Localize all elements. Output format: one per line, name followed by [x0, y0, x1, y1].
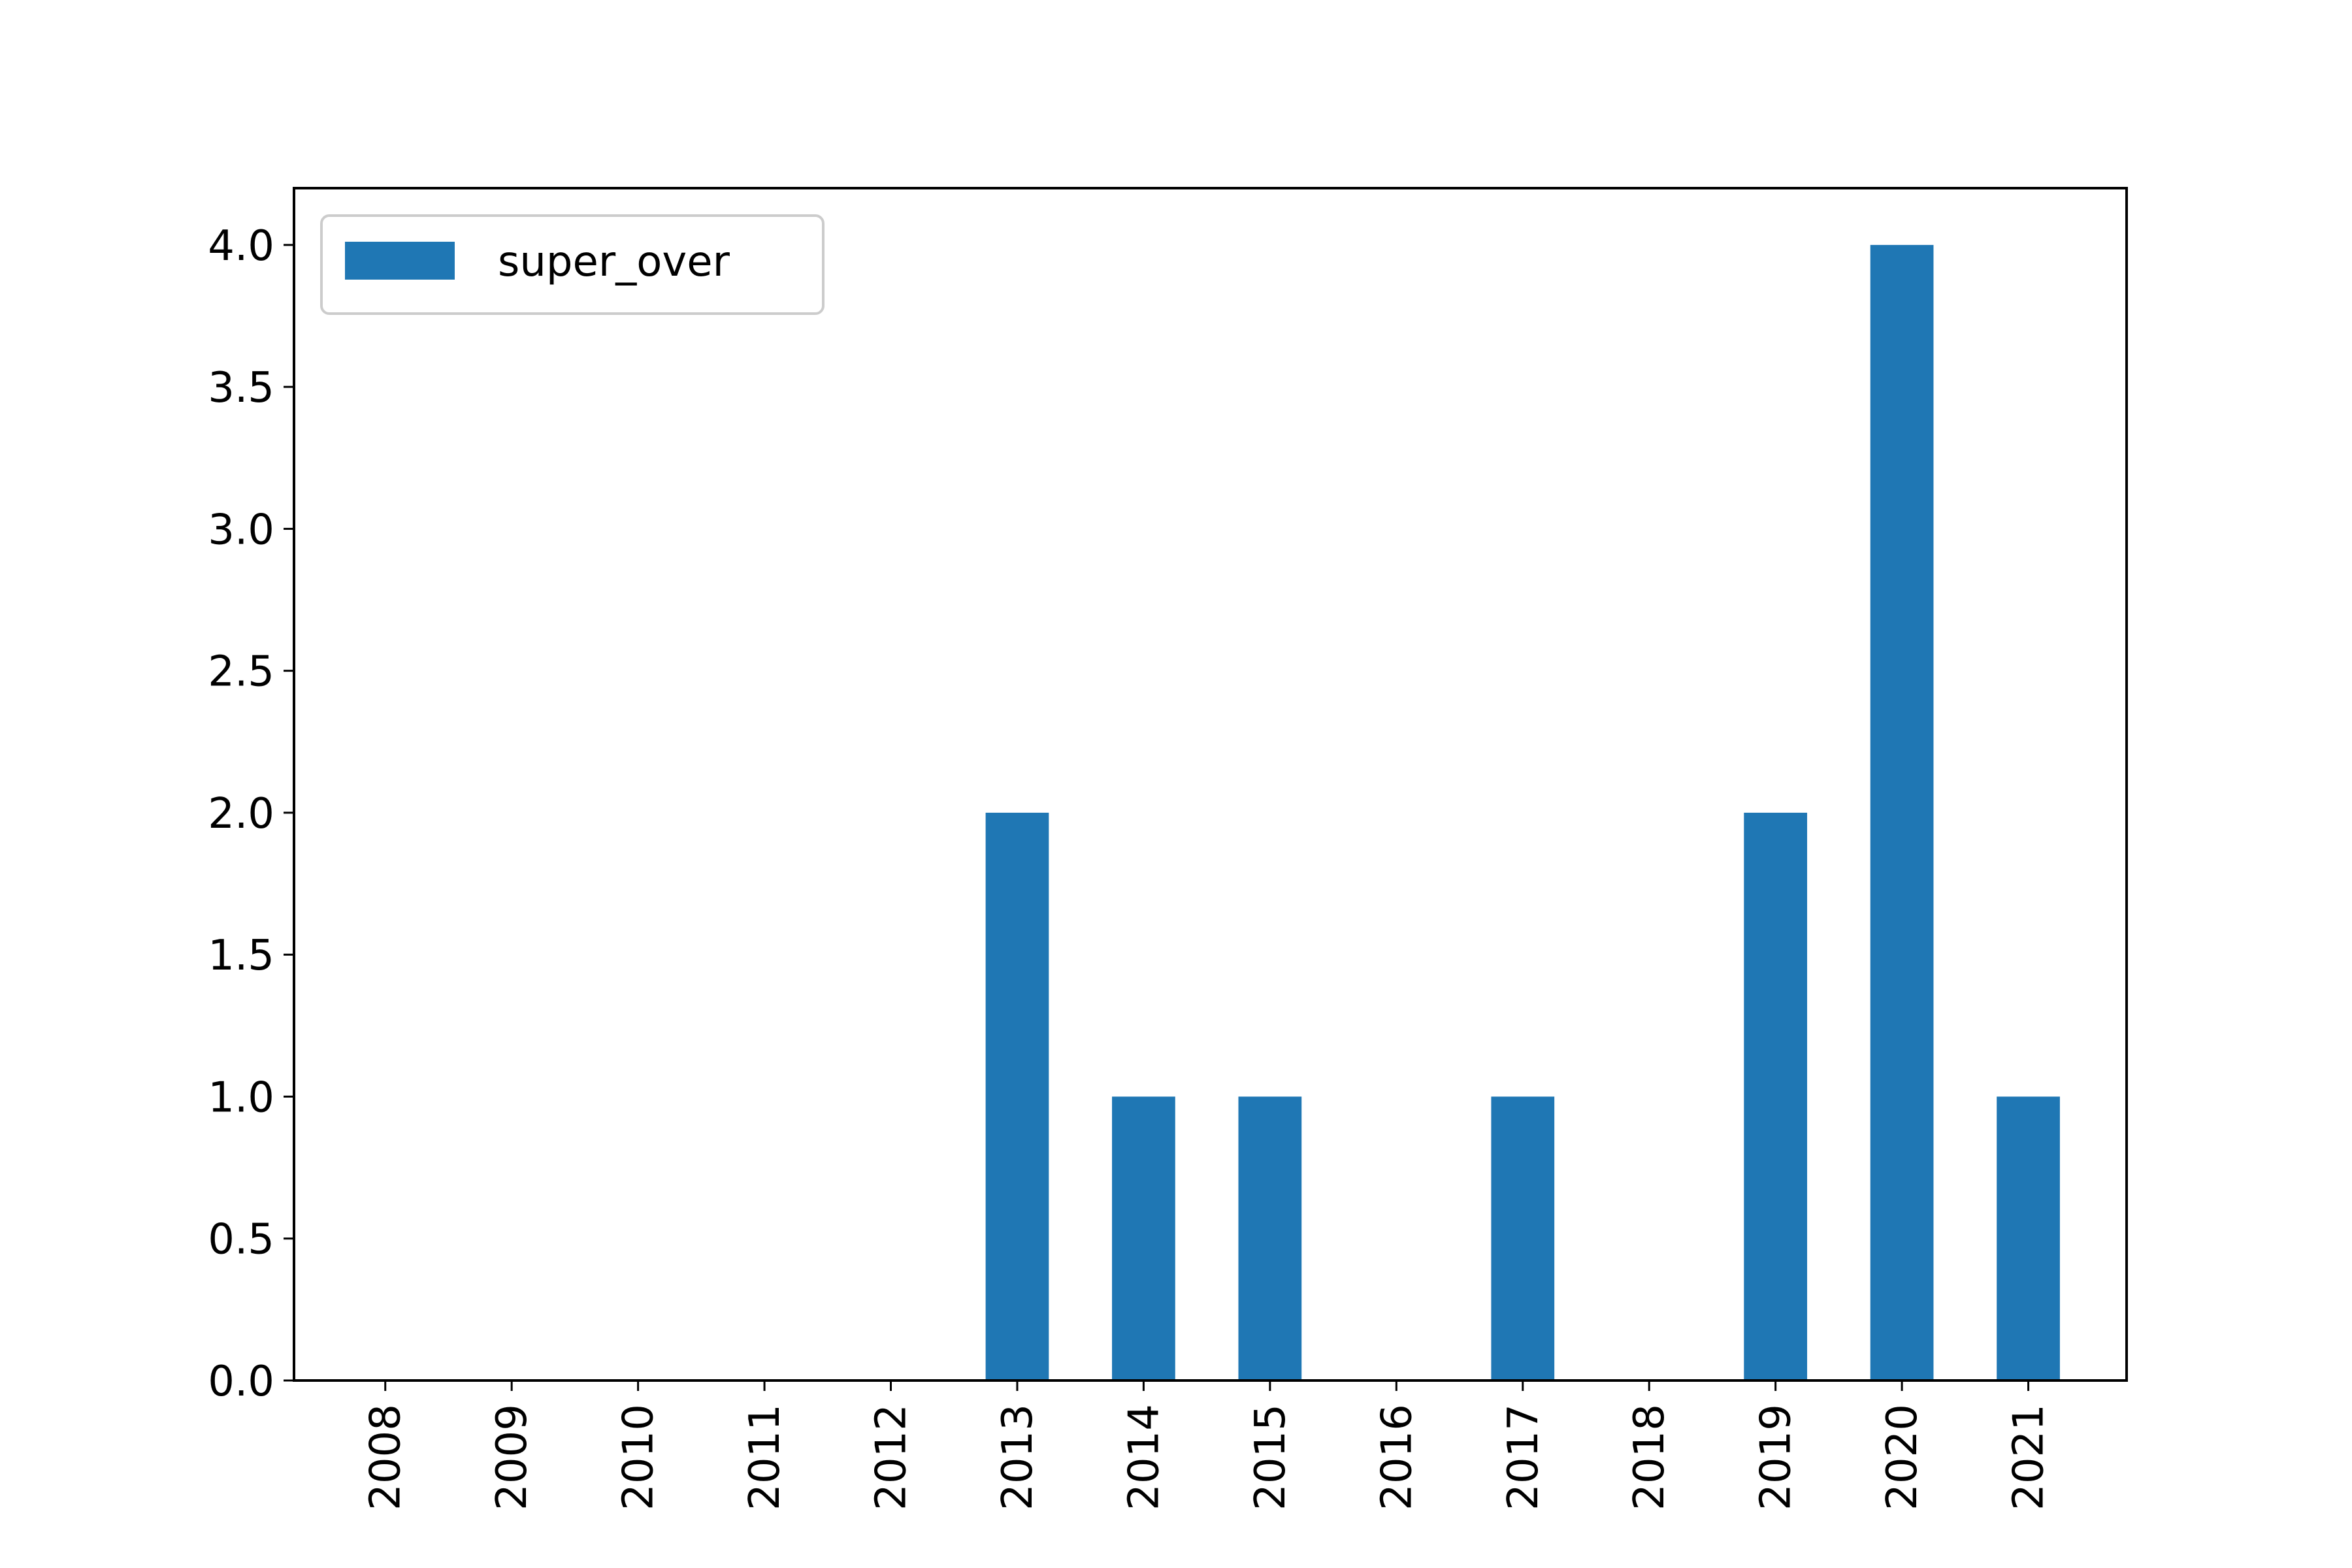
bar-2015	[1238, 1096, 1302, 1380]
x-tick-label-2015: 2015	[1247, 1404, 1295, 1511]
bars-layer	[985, 244, 2060, 1380]
x-tick-label-2019: 2019	[1752, 1404, 1801, 1511]
x-tick-label-2021: 2021	[2005, 1404, 2053, 1511]
y-tick-label-3.5: 3.5	[208, 364, 274, 412]
bar-2020	[1870, 244, 1934, 1380]
y-tick-label-4.0: 4.0	[208, 222, 274, 270]
x-tick-label-2013: 2013	[994, 1404, 1042, 1511]
x-tick-label-2017: 2017	[1499, 1404, 1548, 1511]
bar-2013	[985, 812, 1049, 1380]
bar-2017	[1491, 1096, 1555, 1380]
x-tick-label-2020: 2020	[1878, 1404, 1927, 1511]
bar-2014	[1112, 1096, 1175, 1380]
x-tick-label-2014: 2014	[1120, 1404, 1168, 1511]
y-tick-label-1.0: 1.0	[208, 1073, 274, 1122]
y-axis-ticks: 0.0 0.5 1.0 1.5 2.0 2.5 3.0 3.5 4.0	[208, 222, 294, 1406]
x-tick-label-2010: 2010	[615, 1404, 663, 1511]
x-axis-ticks: 2008 2009 2010 2011 2012 2013 2014 2015 2016 2017…	[362, 1380, 2053, 1511]
bar-2019	[1744, 812, 1808, 1380]
y-tick-label-0.5: 0.5	[208, 1216, 274, 1264]
y-tick-label-1.5: 1.5	[208, 932, 274, 980]
y-tick-label-3.0: 3.0	[208, 506, 274, 554]
y-tick-label-2.0: 2.0	[208, 790, 274, 838]
x-tick-label-2011: 2011	[741, 1404, 789, 1511]
y-tick-label-2.5: 2.5	[208, 648, 274, 696]
x-tick-label-2012: 2012	[868, 1404, 916, 1511]
legend-swatch	[345, 242, 455, 280]
plot-frame	[293, 187, 2128, 1382]
x-tick-label-2018: 2018	[1625, 1404, 1674, 1511]
x-tick-label-2009: 2009	[488, 1404, 536, 1511]
legend-label-super-over: super_over	[498, 238, 730, 286]
x-tick-label-2008: 2008	[362, 1404, 410, 1511]
x-tick-label-2016: 2016	[1373, 1404, 1421, 1511]
legend: super_over	[320, 214, 825, 315]
legend-box	[320, 214, 825, 315]
bar-2021	[1997, 1096, 2060, 1380]
y-tick-label-0.0: 0.0	[208, 1358, 274, 1406]
